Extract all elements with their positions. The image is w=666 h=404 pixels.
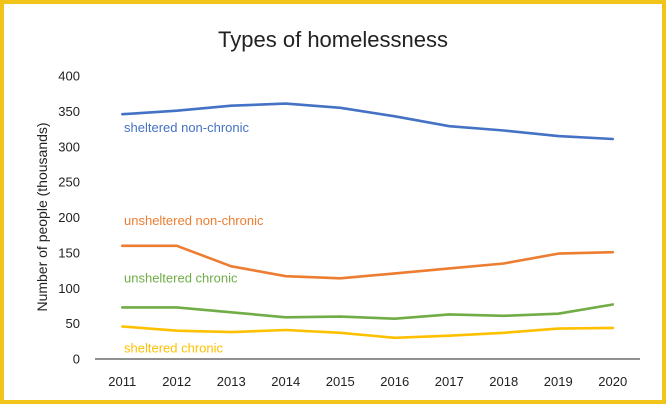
y-tick-label: 50 [66,316,80,331]
series-label: unsheltered non-chronic [124,213,264,228]
x-tick-label: 2017 [435,374,464,389]
series-line-sheltered-non-chronic [121,102,615,141]
series-line-unsheltered-non-chronic [121,244,615,280]
series-line-sheltered-chronic [121,325,615,340]
x-tick-label: 2013 [217,374,246,389]
x-tick-label: 2012 [162,374,191,389]
y-axis-ticks: 0 50 100 150 200 250 300 350 400 [58,69,80,367]
y-tick-label: 100 [58,281,80,296]
x-tick-label: 2018 [489,374,518,389]
series-lines [121,102,615,340]
series-label: sheltered chronic [124,340,223,355]
series-labels: sheltered non-chronic unsheltered non-chr… [124,120,264,355]
series-line-unsheltered-chronic [121,303,615,321]
series-label: unsheltered chronic [124,270,238,285]
y-tick-label: 400 [58,69,80,84]
y-tick-label: 200 [58,210,80,225]
x-tick-label: 2016 [380,374,409,389]
x-tick-label: 2015 [326,374,355,389]
x-tick-label: 2011 [108,374,136,389]
y-tick-label: 0 [73,352,80,367]
x-tick-label: 2014 [271,374,300,389]
x-axis-ticks: 2011 2012 2013 2014 2015 2016 2017 2018 2019 2020 [108,374,627,389]
chart-title: Types of homelessness [218,27,448,52]
y-tick-label: 150 [58,245,80,260]
x-tick-label: 2019 [544,374,573,389]
series-label: sheltered non-chronic [124,120,250,135]
y-tick-label: 250 [58,175,80,190]
y-tick-label: 350 [58,104,80,119]
y-tick-label: 300 [58,139,80,154]
x-tick-label: 2020 [598,374,627,389]
y-axis-label: Number of people (thousands) [34,122,50,311]
